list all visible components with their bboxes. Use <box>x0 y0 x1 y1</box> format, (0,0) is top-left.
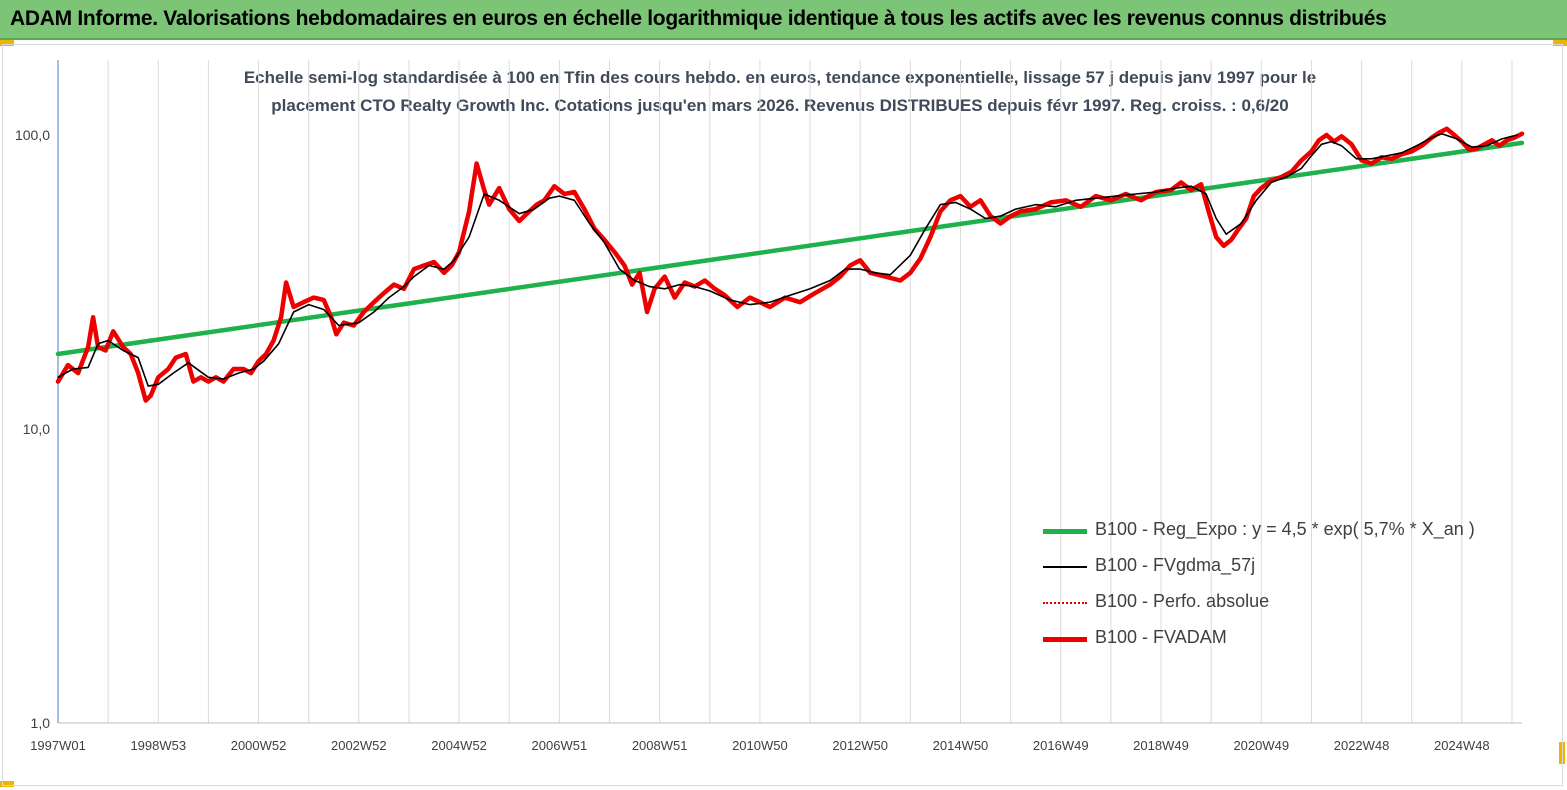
y-tick-label: 100,0 <box>15 127 50 143</box>
legend-label-fvadam: B100 - FVADAM <box>1095 627 1227 647</box>
x-tick-label: 2004W52 <box>431 738 487 753</box>
x-tick-label: 2002W52 <box>331 738 387 753</box>
legend-swatch-perfo <box>1043 602 1087 604</box>
report-banner: ADAM Informe. Valorisations hebdomadaire… <box>0 0 1567 40</box>
chart-title-line-1: Echelle semi-log standardisée à 100 en T… <box>243 68 1317 87</box>
x-tick-label: 2022W48 <box>1334 738 1390 753</box>
y-tick-label: 10,0 <box>23 421 50 437</box>
legend-swatch-fvgdma <box>1043 566 1087 568</box>
chart-frame <box>2 44 1563 786</box>
legend-swatch-reg-expo <box>1043 529 1087 534</box>
series-line-1 <box>57 133 1518 387</box>
x-tick-label: 2012W50 <box>832 738 888 753</box>
x-tick-label: 2010W50 <box>732 738 788 753</box>
legend-swatch-fvadam <box>1043 637 1087 642</box>
corner-marker-bottom-left <box>0 781 14 787</box>
legend-label-reg-expo: B100 - Reg_Expo : y = 4,5 * exp( 5,7% * … <box>1095 519 1475 539</box>
x-tick-label: 1998W53 <box>130 738 186 753</box>
x-tick-label: 2006W51 <box>532 738 588 753</box>
corner-marker-top-left <box>0 40 14 46</box>
x-tick-label: 2014W50 <box>933 738 989 753</box>
legend-label-fvgdma: B100 - FVgdma_57j <box>1095 555 1256 575</box>
series-line-3 <box>55 126 1525 403</box>
x-tick-label: 2008W51 <box>632 738 688 753</box>
legend-label-perfo: B100 - Perfo. absolue <box>1095 591 1270 611</box>
x-tick-label: 2000W52 <box>231 738 287 753</box>
corner-marker-top-right <box>1553 40 1567 46</box>
legend-item-fvgdma: B100 - FVgdma_57j <box>1043 554 1523 580</box>
chart-title-line-2: placement CTO Realty Growth Inc. Cotatio… <box>271 96 1289 115</box>
legend-item-reg-expo: B100 - Reg_Expo : y = 4,5 * exp( 5,7% * … <box>1043 518 1523 544</box>
legend-item-fvadam: B100 - FVADAM <box>1043 626 1523 652</box>
x-tick-label: 2016W49 <box>1033 738 1089 753</box>
y-tick-label: 1,0 <box>31 715 51 731</box>
x-tick-label: 1997W01 <box>30 738 86 753</box>
legend-item-perfo: B100 - Perfo. absolue <box>1043 590 1523 616</box>
x-tick-label: 2024W48 <box>1434 738 1490 753</box>
report-title: ADAM Informe. Valorisations hebdomadaire… <box>10 7 1387 30</box>
x-tick-label: 2020W49 <box>1233 738 1289 753</box>
x-tick-label: 2018W49 <box>1133 738 1189 753</box>
